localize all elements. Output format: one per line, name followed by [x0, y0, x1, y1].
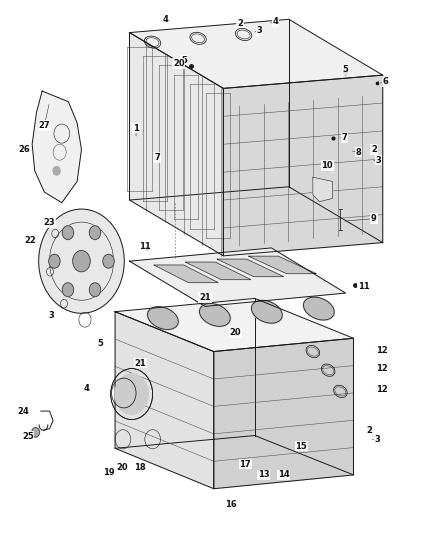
Ellipse shape [251, 300, 283, 324]
Circle shape [115, 374, 148, 414]
Text: 12: 12 [375, 385, 387, 394]
Polygon shape [249, 256, 316, 274]
Polygon shape [115, 312, 214, 489]
Text: 11: 11 [139, 242, 151, 251]
Text: 5: 5 [343, 66, 349, 74]
Text: 10: 10 [321, 161, 333, 170]
Polygon shape [130, 248, 346, 306]
Polygon shape [313, 177, 332, 201]
Text: 3: 3 [48, 311, 54, 320]
Polygon shape [32, 91, 81, 203]
Text: 3: 3 [374, 435, 380, 444]
Text: 5: 5 [97, 339, 103, 348]
Text: 4: 4 [273, 18, 279, 27]
Text: 6: 6 [383, 77, 389, 86]
Text: 21: 21 [199, 293, 211, 302]
Text: 7: 7 [154, 153, 160, 162]
Circle shape [39, 209, 124, 313]
Circle shape [73, 251, 90, 272]
Polygon shape [186, 262, 251, 280]
Text: 15: 15 [295, 442, 307, 451]
Text: 24: 24 [18, 407, 29, 416]
Circle shape [62, 283, 74, 297]
Text: 11: 11 [358, 282, 370, 291]
Text: 22: 22 [25, 237, 36, 246]
Circle shape [62, 226, 74, 239]
Polygon shape [154, 265, 218, 282]
Text: 1: 1 [133, 124, 139, 133]
Polygon shape [223, 75, 383, 256]
Polygon shape [130, 19, 383, 88]
Text: 4: 4 [83, 384, 89, 393]
Text: 25: 25 [22, 432, 34, 441]
Circle shape [49, 254, 60, 268]
Text: 2: 2 [367, 426, 373, 435]
Ellipse shape [303, 297, 335, 320]
Text: 19: 19 [103, 469, 115, 477]
Polygon shape [115, 298, 353, 352]
Text: 3: 3 [375, 156, 381, 165]
Text: 13: 13 [258, 471, 269, 479]
Text: 14: 14 [278, 471, 290, 479]
Text: 5: 5 [181, 56, 187, 64]
Text: 21: 21 [134, 359, 146, 368]
Circle shape [89, 226, 101, 239]
Polygon shape [217, 259, 284, 277]
Circle shape [53, 166, 60, 175]
Text: 3: 3 [256, 27, 262, 36]
Text: 8: 8 [356, 148, 362, 157]
Text: 18: 18 [134, 463, 145, 472]
Circle shape [89, 283, 101, 297]
Ellipse shape [147, 306, 179, 330]
Text: 12: 12 [375, 364, 387, 373]
Text: 12: 12 [375, 346, 387, 355]
Circle shape [103, 254, 114, 268]
Text: 20: 20 [230, 328, 241, 337]
Text: 16: 16 [225, 500, 237, 509]
Text: 9: 9 [371, 214, 377, 223]
Text: 27: 27 [39, 121, 50, 130]
Ellipse shape [199, 303, 231, 327]
Text: 20: 20 [173, 59, 185, 68]
Text: 17: 17 [240, 460, 251, 469]
Text: 20: 20 [116, 463, 128, 472]
Text: 23: 23 [44, 219, 56, 228]
Polygon shape [130, 33, 223, 256]
Text: 2: 2 [371, 145, 377, 154]
Text: 7: 7 [342, 133, 348, 142]
Circle shape [32, 427, 39, 437]
Polygon shape [214, 338, 353, 489]
Text: 4: 4 [163, 15, 169, 24]
Text: 2: 2 [237, 19, 243, 28]
Text: 26: 26 [19, 145, 31, 154]
